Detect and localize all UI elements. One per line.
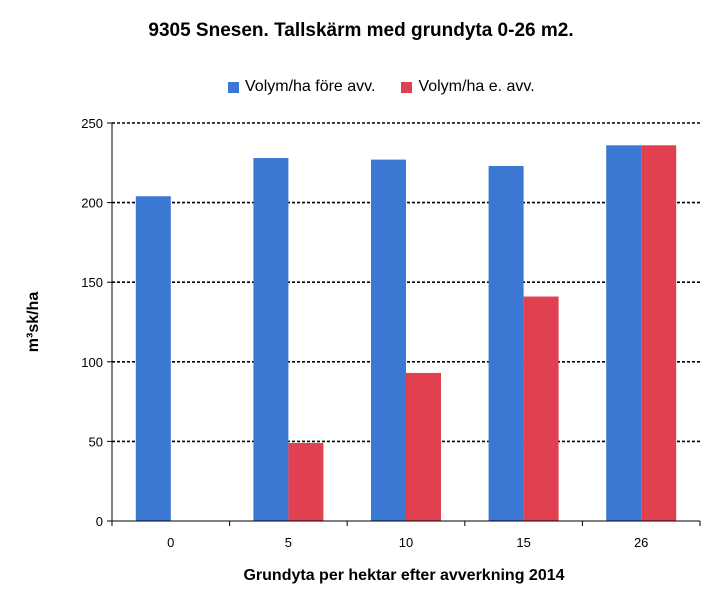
y-tick-label-200: 200: [81, 196, 103, 211]
bar-2-15: [523, 296, 559, 521]
bar-1-26: [606, 145, 642, 521]
x-tick-label-10: 10: [399, 535, 413, 550]
axes: 0 50 100 150 200 250 0 5 10 15 26: [81, 116, 701, 550]
gridlines: [112, 122, 700, 443]
x-axis-title: Grundyta per hektar efter avverkning 201…: [243, 567, 564, 584]
bars: [135, 145, 677, 522]
y-tick-label-50: 50: [89, 434, 103, 449]
bar-1-5: [253, 158, 289, 522]
legend: Volym/ha före avv. Volym/ha e. avv.: [228, 78, 561, 96]
bar-1-10: [371, 159, 406, 521]
x-tick-label-5: 5: [285, 535, 292, 550]
y-tick-label-100: 100: [81, 355, 103, 370]
y-tick-label-250: 250: [81, 116, 103, 131]
y-tick-label-150: 150: [81, 275, 103, 290]
legend-item-series-2: Volym/ha e. avv.: [401, 78, 535, 96]
y-axis-title: m³sk/ha: [25, 292, 42, 353]
x-tick-label-0: 0: [167, 535, 174, 550]
legend-item-series-1: Volym/ha före avv.: [228, 78, 375, 96]
bar-2-26: [641, 145, 677, 521]
bar-2-5: [288, 442, 324, 521]
x-tick-label-26: 26: [634, 535, 648, 550]
legend-swatch-series-1: [228, 81, 239, 93]
legend-label-series-2: Volym/ha e. avv.: [418, 78, 535, 95]
x-tick-label-15: 15: [516, 535, 530, 550]
chart-title: 9305 Snesen. Tallskärm med grundyta 0-26…: [148, 20, 574, 41]
bar-1-0: [135, 196, 171, 521]
legend-label-series-1: Volym/ha före avv.: [245, 78, 376, 95]
y-tick-label-0: 0: [96, 514, 103, 529]
legend-swatch-series-2: [401, 81, 413, 93]
bar-2-10: [406, 372, 441, 521]
bar-1-15: [488, 165, 524, 521]
